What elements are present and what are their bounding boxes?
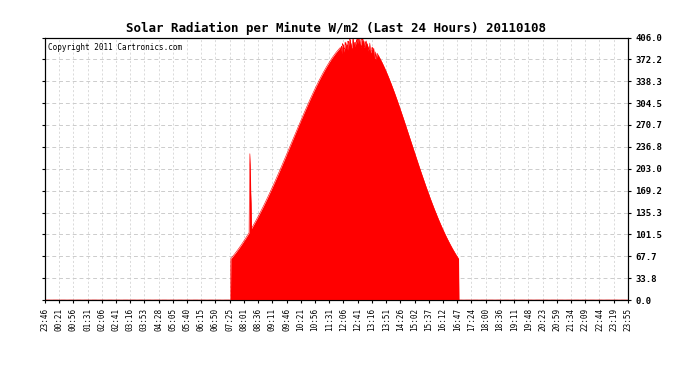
Text: Copyright 2011 Cartronics.com: Copyright 2011 Cartronics.com <box>48 43 182 52</box>
Title: Solar Radiation per Minute W/m2 (Last 24 Hours) 20110108: Solar Radiation per Minute W/m2 (Last 24… <box>126 22 546 35</box>
